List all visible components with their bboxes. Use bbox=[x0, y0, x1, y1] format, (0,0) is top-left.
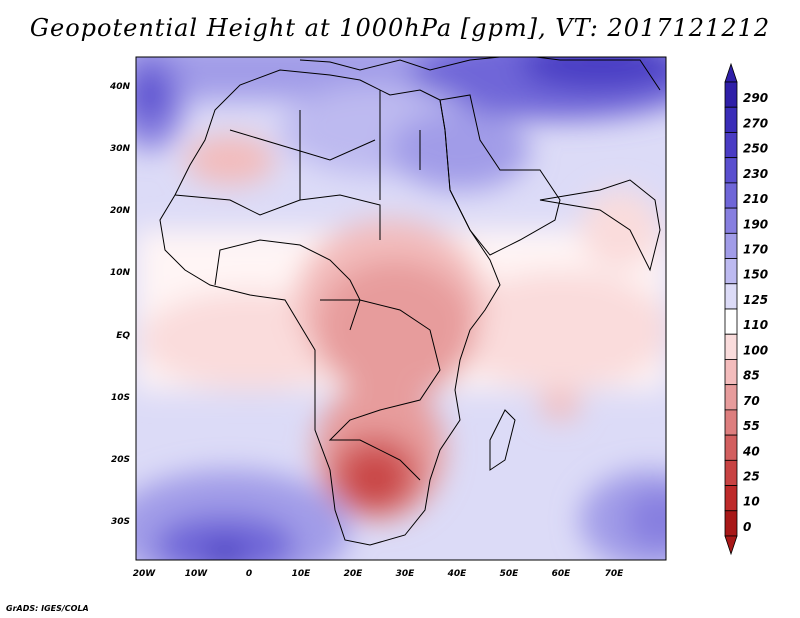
coastlines bbox=[159, 57, 661, 546]
colorbar-label: 85 bbox=[743, 369, 760, 383]
colorbar-label: 100 bbox=[743, 343, 768, 357]
lon-tick: 40E bbox=[447, 569, 468, 579]
colorbar: 2902702502302101901701501251101008570554… bbox=[724, 62, 768, 556]
lat-tick: 30S bbox=[111, 517, 130, 527]
lat-axis: 40N 30N 20N 10N EQ 10S 20S 30S bbox=[109, 82, 131, 527]
lon-tick: 50E bbox=[500, 569, 520, 579]
lon-tick: 20W bbox=[133, 569, 157, 579]
lat-tick: 10S bbox=[111, 393, 130, 403]
lon-tick: 0 bbox=[246, 569, 252, 579]
colorbar-swatch bbox=[724, 81, 738, 108]
colorbar-label: 55 bbox=[743, 419, 760, 433]
colorbar-label: 190 bbox=[743, 217, 768, 231]
colorbar-swatch bbox=[724, 207, 738, 234]
lon-tick: 70E bbox=[605, 569, 625, 579]
colorbar-top-arrow bbox=[724, 62, 738, 83]
colorbar-swatch bbox=[724, 308, 738, 335]
colorbar-swatch bbox=[724, 485, 738, 512]
map-frame bbox=[135, 56, 667, 561]
colorbar-swatch bbox=[724, 132, 738, 159]
colorbar-label: 10 bbox=[743, 495, 760, 509]
colorbar-swatch bbox=[724, 459, 738, 486]
lat-tick: 20S bbox=[111, 455, 130, 465]
colorbar-swatch bbox=[724, 510, 738, 537]
lon-tick: 60E bbox=[552, 569, 572, 579]
colorbar-swatch bbox=[724, 232, 738, 259]
colorbar-swatch bbox=[724, 283, 738, 310]
height-field bbox=[136, 57, 666, 560]
colorbar-label: 290 bbox=[743, 91, 768, 105]
colorbar-label: 0 bbox=[743, 520, 751, 534]
colorbar-label: 125 bbox=[743, 293, 768, 307]
lat-tick: 40N bbox=[109, 82, 131, 92]
colorbar-bottom-arrow bbox=[724, 535, 738, 556]
lat-tick: 10N bbox=[110, 268, 131, 278]
colorbar-label: 25 bbox=[743, 469, 760, 483]
colorbar-swatch bbox=[724, 106, 738, 133]
lat-tick: 30N bbox=[110, 144, 131, 154]
lon-tick: 10W bbox=[185, 569, 209, 579]
colorbar-label: 230 bbox=[743, 167, 768, 181]
colorbar-label: 150 bbox=[743, 268, 768, 282]
colorbar-swatch bbox=[724, 384, 738, 411]
colorbar-swatch bbox=[724, 409, 738, 436]
colorbar-swatch bbox=[724, 258, 738, 285]
colorbar-label: 170 bbox=[743, 242, 768, 256]
colorbar-swatch bbox=[724, 359, 738, 386]
lat-tick: 20N bbox=[110, 206, 131, 216]
colorbar-swatch bbox=[724, 333, 738, 360]
lon-tick: 30E bbox=[396, 569, 416, 579]
colorbar-swatch bbox=[724, 157, 738, 184]
credit-text: GrADS: IGES/COLA bbox=[6, 604, 89, 613]
lon-tick: 10E bbox=[292, 569, 312, 579]
colorbar-label: 250 bbox=[743, 142, 768, 156]
lat-tick: EQ bbox=[116, 331, 130, 341]
lon-axis: 20W 10W 0 10E 20E 30E 40E 50E 60E 70E bbox=[133, 569, 624, 579]
colorbar-swatch bbox=[724, 434, 738, 461]
colorbar-label: 270 bbox=[743, 116, 768, 130]
colorbar-swatch bbox=[724, 182, 738, 209]
lon-tick: 20E bbox=[344, 569, 364, 579]
colorbar-label: 110 bbox=[743, 318, 768, 332]
map-title: Geopotential Height at 1000hPa [gpm], VT… bbox=[29, 14, 771, 42]
colorbar-label: 70 bbox=[743, 394, 760, 408]
colorbar-label: 210 bbox=[743, 192, 768, 206]
colorbar-label: 40 bbox=[742, 444, 760, 458]
